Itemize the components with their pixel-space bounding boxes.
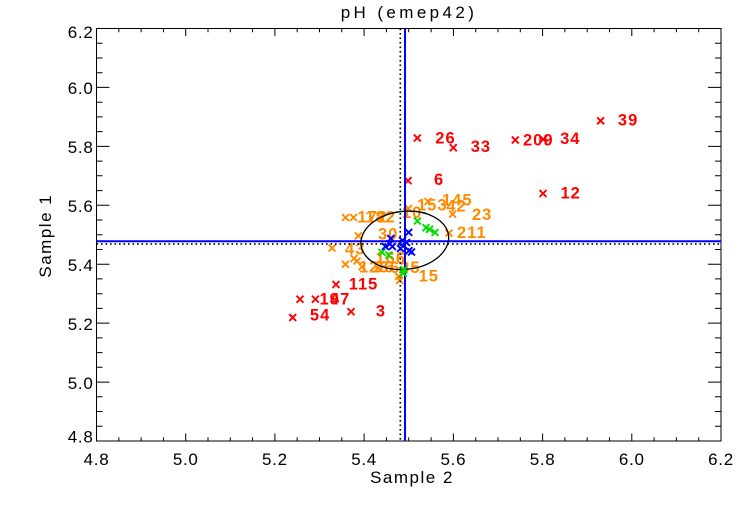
svg-text:10: 10 <box>402 204 422 222</box>
svg-text:23: 23 <box>472 206 492 224</box>
svg-text:5.8: 5.8 <box>530 450 556 469</box>
svg-text:pH (emep42): pH (emep42) <box>341 3 478 22</box>
svg-text:5.8: 5.8 <box>68 138 94 157</box>
svg-text:153: 153 <box>417 196 448 214</box>
svg-text:15: 15 <box>419 268 439 286</box>
svg-text:3: 3 <box>376 303 386 321</box>
svg-text:172: 172 <box>357 208 388 226</box>
svg-text:5.2: 5.2 <box>262 450 288 469</box>
svg-text:34: 34 <box>560 130 580 148</box>
svg-text:12: 12 <box>561 185 581 203</box>
svg-text:6.2: 6.2 <box>68 23 94 42</box>
svg-text:6.0: 6.0 <box>68 79 94 98</box>
svg-text:6: 6 <box>434 171 444 189</box>
svg-text:4.8: 4.8 <box>84 450 110 469</box>
svg-text:Sample 2: Sample 2 <box>370 468 454 487</box>
svg-text:145: 145 <box>442 192 473 210</box>
svg-text:115: 115 <box>349 275 379 293</box>
svg-text:33: 33 <box>471 138 491 156</box>
svg-text:211: 211 <box>457 224 487 242</box>
svg-text:43: 43 <box>345 240 365 258</box>
svg-text:Sample 1: Sample 1 <box>36 194 55 278</box>
svg-text:6.2: 6.2 <box>708 450 734 469</box>
svg-text:5.6: 5.6 <box>441 450 467 469</box>
svg-text:42: 42 <box>446 198 466 216</box>
svg-text:5.0: 5.0 <box>68 374 94 393</box>
svg-text:4.8: 4.8 <box>68 427 94 446</box>
svg-text:26: 26 <box>435 130 455 148</box>
svg-text:5.4: 5.4 <box>351 450 377 469</box>
svg-text:5.2: 5.2 <box>68 315 94 334</box>
svg-text:5.6: 5.6 <box>68 197 94 216</box>
svg-text:19: 19 <box>320 290 340 308</box>
svg-text:6.0: 6.0 <box>619 450 645 469</box>
svg-text:39: 39 <box>618 111 638 129</box>
svg-text:47: 47 <box>330 290 350 308</box>
svg-text:123: 123 <box>359 258 390 276</box>
svg-text:209: 209 <box>523 131 554 149</box>
svg-text:54: 54 <box>310 306 330 324</box>
svg-text:5.0: 5.0 <box>173 450 199 469</box>
svg-text:5.4: 5.4 <box>68 256 94 275</box>
